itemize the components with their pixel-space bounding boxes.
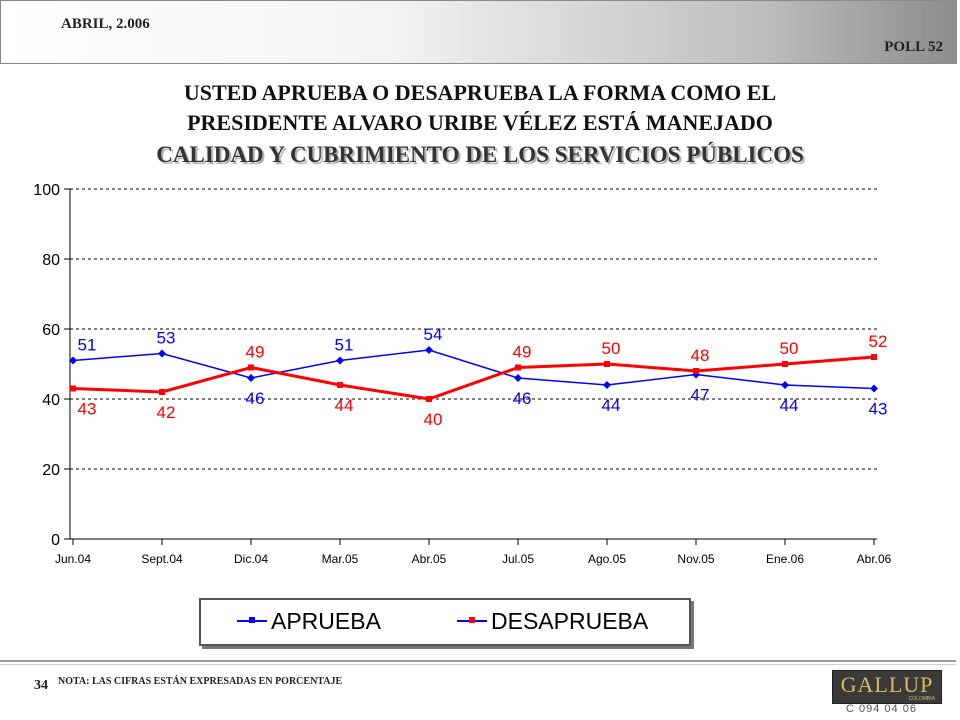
logo-text: GALLUP	[840, 672, 934, 697]
x-tick-label-Ago.05: Ago.05	[588, 552, 626, 566]
x-tick-label-Sept.04: Sept.04	[141, 552, 183, 566]
y-tick-label-80: 80	[42, 252, 60, 269]
data-label-desaprueba-2: 49	[246, 343, 265, 362]
line-chart: 0 20 40 60 80 100 Jun.04 Sept.04 Dic.04 Mar.05 Abr…	[33, 182, 892, 566]
data-label-desaprueba-7: 48	[691, 346, 710, 365]
data-label-aprueba-9: 43	[869, 400, 888, 419]
header-date: ABRIL, 2.006	[61, 16, 150, 32]
point-desaprueba-6	[604, 361, 610, 367]
y-tick-label-100: 100	[33, 182, 60, 199]
data-label-desaprueba-9: 52	[869, 332, 888, 351]
y-tick-label-40: 40	[42, 392, 60, 409]
data-label-aprueba-5: 46	[513, 389, 532, 408]
y-tick-label-20: 20	[42, 462, 60, 479]
footer-divider	[0, 660, 956, 662]
data-label-aprueba-6: 44	[602, 396, 621, 415]
point-aprueba-5	[514, 374, 522, 382]
logo-subtext: COLOMBIA	[908, 696, 935, 702]
legend-label-aprueba: APRUEBA	[271, 607, 381, 634]
data-label-desaprueba-4: 40	[424, 410, 443, 429]
point-desaprueba-5	[515, 364, 521, 371]
page-number: 34	[34, 678, 48, 693]
header-bar: ABRIL, 2.006 POLL 52	[0, 0, 957, 64]
chart-title-line2: PRESIDENTE ALVARO URIBE VÉLEZ ESTÁ MANEJ…	[187, 110, 773, 135]
y-tick-label-60: 60	[42, 322, 60, 339]
data-label-aprueba-4: 54	[424, 325, 443, 344]
point-aprueba-0	[69, 356, 77, 365]
point-aprueba-6	[603, 381, 611, 389]
chart-title-line1: USTED APRUEBA O DESAPRUEBA LA FORMA COMO…	[183, 80, 777, 105]
point-aprueba-8	[781, 381, 789, 389]
point-desaprueba-4	[426, 396, 432, 402]
legend-swatch-desaprueba	[457, 617, 487, 623]
footer-divider-thin	[0, 664, 956, 665]
x-tick-label-Jun.04: Jun.04	[55, 552, 91, 566]
data-label-aprueba-1: 53	[157, 329, 176, 348]
data-label-aprueba-8: 44	[780, 396, 799, 415]
document-code: C 094 04 06	[846, 703, 917, 715]
legend-item-desaprueba: DESAPRUEBA	[457, 608, 648, 634]
point-desaprueba-7	[693, 368, 699, 374]
x-tick-label-Dic.04: Dic.04	[234, 552, 268, 566]
data-label-desaprueba-1: 42	[157, 403, 176, 422]
data-label-desaprueba-6: 50	[602, 339, 621, 358]
header-poll: POLL 52	[884, 39, 943, 55]
x-tick-label-Jul.05: Jul.05	[502, 552, 534, 566]
point-desaprueba-1	[159, 389, 165, 395]
legend-label-desaprueba: DESAPRUEBA	[491, 607, 649, 634]
point-aprueba-9	[870, 384, 878, 393]
data-label-desaprueba-5: 49	[513, 343, 532, 362]
x-tick-label-Abr.05: Abr.05	[412, 552, 447, 566]
point-desaprueba-9	[871, 354, 877, 360]
point-desaprueba-8	[782, 361, 788, 367]
data-label-desaprueba-8: 50	[780, 339, 799, 358]
point-aprueba-2	[247, 374, 255, 382]
series-line-aprueba	[72, 349, 875, 390]
legend-swatch-aprueba	[237, 617, 267, 623]
point-aprueba-3	[336, 356, 344, 365]
data-label-aprueba-7: 47	[691, 386, 710, 405]
footnote: NOTA: LAS CIFRAS ESTÁN EXPRESADAS EN POR…	[58, 676, 343, 687]
data-label-aprueba-2: 46	[246, 389, 265, 408]
gallup-logo: GALLUP COLOMBIA	[832, 670, 942, 704]
chart-title-line3: CALIDAD Y CUBRIMIENTO DE LOS SERVICIOS P…	[156, 142, 804, 167]
x-tick-label-Abr.06: Abr.06	[857, 552, 892, 566]
point-aprueba-1	[158, 349, 166, 358]
x-tick-label-Ene.06: Ene.06	[766, 552, 804, 566]
chart-legend: APRUEBA DESAPRUEBA	[199, 598, 691, 646]
data-label-desaprueba-0: 43	[78, 400, 97, 419]
y-tick-label-0: 0	[51, 532, 60, 549]
data-label-aprueba-3: 51	[335, 336, 354, 355]
point-aprueba-4	[425, 346, 433, 354]
point-desaprueba-3	[337, 382, 343, 388]
x-tick-label-Nov.05: Nov.05	[677, 552, 714, 566]
x-tick-label-Mar.05: Mar.05	[322, 552, 359, 566]
legend-item-aprueba: APRUEBA	[237, 608, 381, 634]
data-label-desaprueba-3: 44	[335, 396, 354, 415]
point-desaprueba-2	[248, 364, 254, 371]
point-desaprueba-0	[70, 385, 76, 392]
series-line-desaprueba	[72, 355, 875, 401]
data-label-aprueba-0: 51	[78, 336, 97, 355]
